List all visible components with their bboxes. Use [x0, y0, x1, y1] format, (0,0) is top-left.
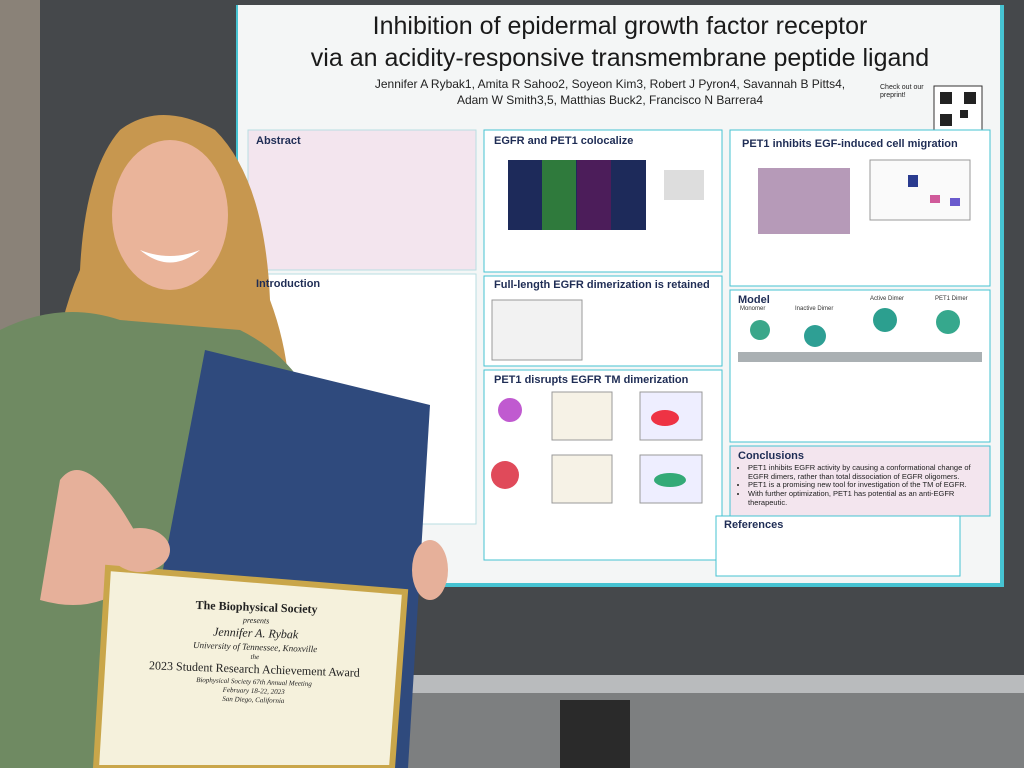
model-label: PET1 Dimer — [935, 296, 968, 302]
conclusions-list: PET1 inhibits EGFR activity by causing a… — [738, 463, 992, 507]
section-heading: PET1 inhibits EGF-induced cell migration — [742, 138, 958, 150]
hand — [412, 540, 448, 600]
poster-title: Inhibition of epidermal growth factor re… — [372, 12, 868, 40]
md-structure — [491, 461, 519, 489]
conclusions-box — [729, 445, 991, 517]
model-icon — [873, 308, 897, 332]
board-edge — [400, 675, 1024, 693]
section-heading: References — [724, 519, 784, 531]
poster-title: via an acidity-responsive transmembrane … — [310, 44, 930, 72]
density-blob — [654, 473, 686, 487]
shoes — [560, 700, 630, 768]
plot-box — [950, 198, 960, 206]
hand — [110, 528, 170, 572]
section-heading: PET1 disrupts EGFR TM dimerization — [494, 374, 689, 386]
section-heading: Introduction — [256, 278, 321, 290]
model-icon — [936, 310, 960, 334]
conclusion: PET1 is a promising new tool for investi… — [748, 481, 992, 490]
model-label: Inactive Dimer — [795, 306, 834, 312]
abstract-box — [247, 129, 477, 271]
microscopy-image — [542, 160, 576, 230]
section-heading: Full-length EGFR dimerization is retaine… — [494, 279, 710, 291]
conclusion: With further optimization, PET1 has pote… — [748, 489, 992, 507]
conclusion: PET1 inhibits EGFR activity by causing a… — [748, 463, 992, 481]
model-icon — [804, 325, 826, 347]
bar-plot — [664, 170, 704, 200]
model-label: Active Dimer — [870, 296, 905, 302]
face — [112, 140, 228, 290]
plot-box — [908, 175, 918, 187]
qr-note: Check out our preprint! — [880, 84, 924, 100]
qr-block — [940, 114, 952, 126]
md-structure — [498, 398, 522, 422]
plot-box — [930, 195, 940, 203]
microscopy-image — [577, 160, 611, 230]
authors: Adam W Smith3,5, Matthias Buck2, Francis… — [456, 93, 764, 107]
smile — [140, 250, 200, 263]
section-heading: EGFR and PET1 colocalize — [494, 135, 634, 147]
qr-block — [960, 110, 968, 118]
membrane — [738, 352, 982, 362]
migration-image — [758, 168, 850, 234]
box-plot — [491, 299, 583, 361]
certificate — [92, 564, 409, 768]
contact-map — [551, 391, 613, 441]
density-blob — [651, 410, 679, 426]
model-label: Monomer — [740, 306, 766, 312]
qr-block — [964, 92, 976, 104]
model-icon — [750, 320, 770, 340]
section-heading: Model — [738, 294, 770, 306]
references-box — [715, 515, 961, 577]
section-heading: Abstract — [256, 135, 301, 147]
certificate-text: The Biophysical Society presents Jennife… — [118, 595, 392, 710]
authors: Jennifer A Rybak1, Amita R Sahoo2, Soyeo… — [374, 77, 846, 91]
qr-block — [940, 92, 952, 104]
contact-map — [551, 454, 613, 504]
migration-plot — [869, 159, 971, 221]
floor — [380, 690, 1024, 768]
section-heading: Conclusions — [738, 450, 805, 462]
